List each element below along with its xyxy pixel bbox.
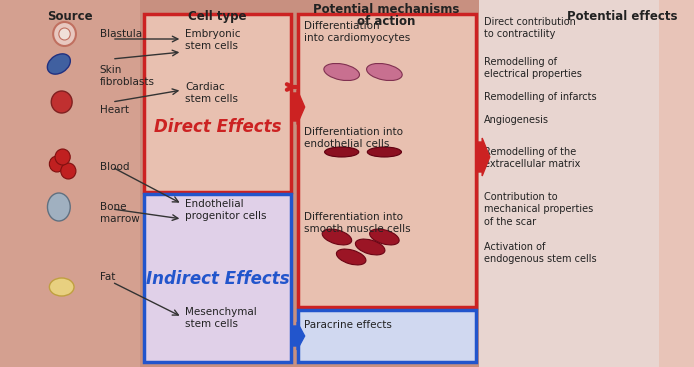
Bar — [140, 0, 294, 367]
Text: Embryonic
stem cells: Embryonic stem cells — [185, 29, 241, 51]
Bar — [0, 0, 140, 367]
FancyBboxPatch shape — [480, 0, 659, 367]
Text: of action: of action — [357, 15, 416, 28]
FancyBboxPatch shape — [298, 310, 477, 362]
FancyArrow shape — [477, 138, 490, 176]
Text: Indirect Effects: Indirect Effects — [146, 270, 289, 288]
Text: Remodelling of infarcts: Remodelling of infarcts — [484, 92, 597, 102]
Ellipse shape — [47, 193, 70, 221]
Ellipse shape — [325, 147, 359, 157]
Text: Angiogenesis: Angiogenesis — [484, 115, 549, 125]
Text: Skin
fibroblasts: Skin fibroblasts — [100, 65, 155, 87]
Text: Differentiation into
smooth muscle cells: Differentiation into smooth muscle cells — [304, 212, 410, 234]
Text: Fat: Fat — [100, 272, 115, 282]
Ellipse shape — [47, 54, 70, 74]
FancyBboxPatch shape — [140, 0, 294, 367]
Text: Potential effects: Potential effects — [566, 10, 677, 23]
Ellipse shape — [370, 229, 399, 245]
Ellipse shape — [367, 147, 401, 157]
Ellipse shape — [337, 249, 366, 265]
FancyBboxPatch shape — [144, 194, 291, 362]
Text: Remodelling of
electrical properties: Remodelling of electrical properties — [484, 57, 582, 79]
Text: Mesenchymal
stem cells: Mesenchymal stem cells — [185, 307, 257, 328]
Text: Remodelling of the
extracellular matrix: Remodelling of the extracellular matrix — [484, 147, 580, 170]
Text: Potential mechanisms: Potential mechanisms — [313, 3, 459, 16]
Text: Cell type: Cell type — [188, 10, 246, 23]
Circle shape — [49, 156, 65, 172]
Text: Cardiac
stem cells: Cardiac stem cells — [185, 82, 238, 103]
Bar — [480, 0, 659, 367]
Ellipse shape — [355, 239, 385, 255]
Text: Heart: Heart — [100, 105, 128, 115]
Text: Differentiation
into cardiomyocytes: Differentiation into cardiomyocytes — [304, 21, 410, 43]
Ellipse shape — [324, 63, 359, 80]
FancyArrow shape — [291, 322, 305, 350]
Text: Blood: Blood — [100, 162, 129, 172]
Ellipse shape — [366, 63, 403, 80]
Text: Differentiation into
endothelial cells: Differentiation into endothelial cells — [304, 127, 403, 149]
Circle shape — [59, 28, 70, 40]
FancyArrow shape — [291, 90, 305, 124]
Text: Blastula: Blastula — [100, 29, 142, 39]
Text: Direct Effects: Direct Effects — [153, 118, 281, 136]
Text: Activation of
endogenous stem cells: Activation of endogenous stem cells — [484, 242, 597, 264]
Text: Paracrine effects: Paracrine effects — [304, 320, 391, 330]
Text: Direct contribution
to contractility: Direct contribution to contractility — [484, 17, 576, 39]
Text: Endothelial
progenitor cells: Endothelial progenitor cells — [185, 199, 266, 221]
Ellipse shape — [49, 278, 74, 296]
Circle shape — [55, 149, 70, 165]
FancyBboxPatch shape — [298, 14, 477, 307]
FancyBboxPatch shape — [294, 0, 480, 367]
Text: Source: Source — [47, 10, 93, 23]
Text: Bone
marrow: Bone marrow — [100, 202, 139, 224]
FancyBboxPatch shape — [144, 14, 291, 192]
Ellipse shape — [322, 229, 352, 245]
Text: Contribution to
mechanical properties
of the scar: Contribution to mechanical properties of… — [484, 192, 593, 227]
Bar — [294, 0, 480, 367]
FancyBboxPatch shape — [0, 0, 140, 367]
Circle shape — [61, 163, 76, 179]
Circle shape — [53, 22, 76, 46]
Ellipse shape — [51, 91, 72, 113]
